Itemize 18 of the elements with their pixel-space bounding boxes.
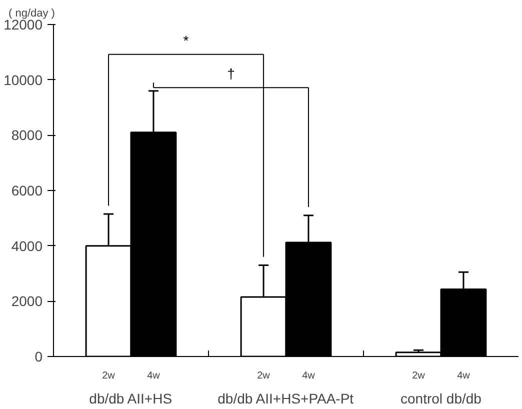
y-tick-label: 4000 (11, 238, 43, 254)
text: 4w (302, 370, 315, 382)
text: 4w (457, 370, 470, 382)
series-label: 2w (102, 370, 116, 382)
y-tick-label: 8000 (11, 127, 43, 144)
x-tick-label: db/db AII+HS+PAA-Pt (218, 390, 354, 406)
annotation: † (227, 66, 235, 82)
y-tick-label: 0 (34, 348, 43, 364)
series-label: 4w (147, 370, 161, 382)
y-axis-title: ( ng/day ) (8, 8, 55, 20)
text: 2w (257, 370, 270, 382)
text: 2w (412, 370, 425, 382)
x-tick-label: db/db AII+HS (89, 390, 172, 406)
x-tick-label: control db/db (400, 390, 482, 406)
annotation: * (183, 32, 190, 48)
y-tick-label: 2000 (11, 293, 43, 310)
y-tick-label: 10000 (4, 72, 43, 88)
y-tick-label: 6000 (11, 182, 43, 198)
